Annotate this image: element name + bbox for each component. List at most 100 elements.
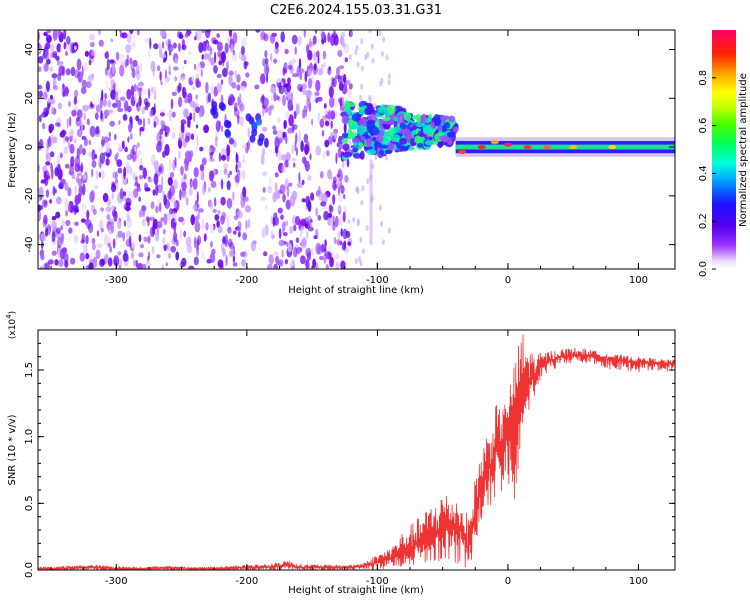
noise-speckle <box>126 88 132 100</box>
noise-speckle <box>142 88 148 95</box>
noise-speckle <box>134 93 137 102</box>
noise-speckle <box>153 90 157 101</box>
y-tick-label: 0.5 <box>24 495 35 511</box>
noise-speckle <box>315 228 319 238</box>
noise-speckle <box>139 165 144 171</box>
noise-speckle <box>163 213 168 226</box>
noise-speckle <box>216 82 223 93</box>
noise-speckle <box>125 162 130 172</box>
noise-speckle <box>224 42 229 54</box>
noise-speckle <box>262 107 265 117</box>
noise-speckle <box>328 135 333 145</box>
noise-speckle <box>298 58 302 70</box>
noise-speckle <box>177 151 181 160</box>
band-patch <box>364 107 373 116</box>
noise-speckle <box>163 194 167 206</box>
x-tick-label: -100 <box>366 275 389 286</box>
noise-speckle <box>221 147 227 157</box>
noise-speckle <box>290 91 294 103</box>
noise-speckle <box>179 189 182 201</box>
noise-speckle <box>122 231 126 242</box>
noise-speckle <box>54 259 59 266</box>
noise-speckle <box>220 196 226 206</box>
noise-speckle <box>160 217 164 222</box>
noise-speckle <box>292 73 298 78</box>
noise-speckle <box>370 43 374 50</box>
y-tick-label: 20 <box>24 92 35 105</box>
noise-speckle <box>57 250 60 260</box>
noise-speckle <box>208 186 211 193</box>
noise-speckle <box>280 154 287 161</box>
noise-speckle <box>135 64 140 75</box>
noise-speckle <box>274 172 279 178</box>
band-patch <box>446 137 453 146</box>
noise-speckle <box>168 107 173 120</box>
noise-speckle <box>58 61 64 66</box>
noise-speckle <box>328 85 334 98</box>
noise-speckle <box>176 199 180 211</box>
noise-speckle <box>387 79 391 86</box>
noise-speckle <box>96 230 100 237</box>
noise-speckle <box>228 75 233 86</box>
noise-speckle <box>290 104 294 111</box>
x-tick-label: -200 <box>236 576 259 587</box>
noise-speckle <box>374 154 378 161</box>
x-tick-label: 0 <box>505 576 511 587</box>
noise-speckle <box>111 63 116 75</box>
noise-speckle <box>298 130 301 143</box>
noise-speckle <box>276 117 281 124</box>
noise-speckle <box>301 156 307 164</box>
noise-speckle <box>307 174 312 181</box>
noise-speckle <box>195 106 201 114</box>
blob-patch <box>210 107 217 116</box>
noise-speckle <box>75 176 80 184</box>
noise-speckle <box>308 226 314 232</box>
noise-speckle <box>303 30 306 38</box>
noise-speckle <box>269 229 275 240</box>
noise-speckle <box>287 77 291 85</box>
noise-speckle <box>270 85 277 94</box>
noise-speckle <box>330 205 334 213</box>
band-patch <box>359 150 365 160</box>
noise-speckle <box>86 210 90 220</box>
noise-speckle <box>382 36 386 43</box>
noise-speckle <box>141 218 146 227</box>
noise-speckle <box>57 102 63 110</box>
noise-speckle <box>308 38 312 50</box>
noise-speckle <box>122 113 128 121</box>
noise-speckle <box>64 163 70 169</box>
noise-speckle <box>220 178 224 190</box>
noise-speckle <box>209 170 214 182</box>
band-patch <box>353 153 362 159</box>
noise-speckle <box>355 45 359 51</box>
noise-speckle <box>229 170 233 176</box>
noise-speckle <box>137 149 142 156</box>
band-patch <box>402 128 411 134</box>
colorbar: 0.0 0.2 0.4 0.6 0.8 Normalized spectral ampl… <box>698 30 749 277</box>
noise-speckle <box>133 188 139 199</box>
noise-speckle <box>324 139 330 148</box>
noise-speckle <box>278 239 285 247</box>
noise-speckle <box>126 216 132 229</box>
noise-speckle <box>48 36 52 43</box>
noise-speckle <box>242 144 248 149</box>
noise-speckle <box>345 230 351 238</box>
noise-speckle <box>283 119 287 129</box>
noise-speckle <box>283 232 288 237</box>
noise-speckle <box>287 243 293 253</box>
noise-speckle <box>49 94 53 100</box>
band-patch <box>341 132 349 139</box>
noise-speckle <box>95 104 101 113</box>
noise-speckle <box>70 204 74 214</box>
noise-speckle <box>340 228 343 237</box>
noise-speckle <box>130 166 132 176</box>
band-patch <box>357 125 366 136</box>
noise-speckle <box>82 147 86 156</box>
noise-speckle <box>193 256 199 266</box>
noise-speckle <box>56 227 61 234</box>
noise-speckle <box>43 91 48 101</box>
noise-speckle <box>340 31 346 38</box>
noise-speckle <box>137 118 143 126</box>
band-patch <box>357 141 364 148</box>
noise-speckle <box>274 135 281 148</box>
